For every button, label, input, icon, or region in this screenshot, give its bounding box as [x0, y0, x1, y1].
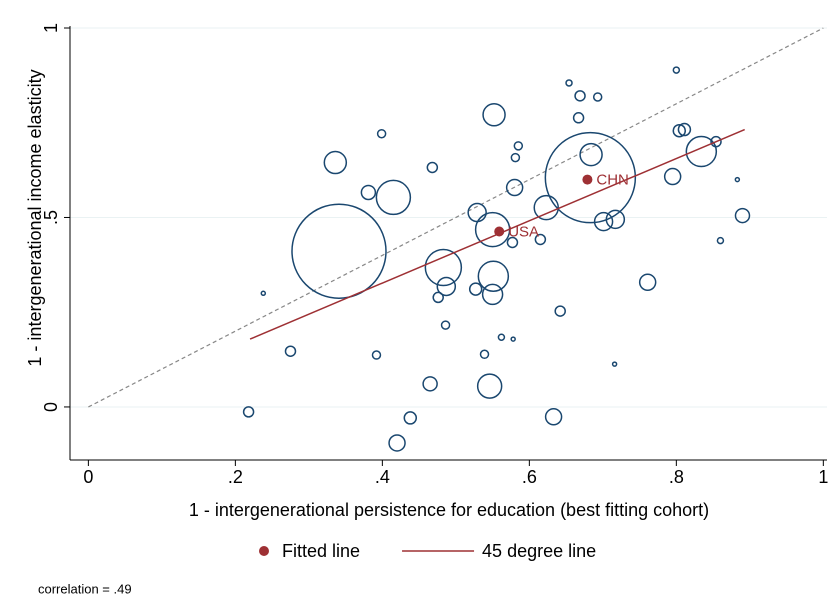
bubble — [482, 103, 506, 127]
bubble — [481, 283, 504, 306]
y-axis-label: 1 - intergenerational income elasticity — [25, 69, 45, 366]
bubble — [497, 333, 506, 341]
bubble — [505, 178, 524, 197]
bubble — [440, 320, 451, 330]
bubble — [424, 248, 463, 287]
bubble — [554, 305, 566, 317]
bubble — [734, 176, 741, 183]
bubble — [371, 350, 382, 360]
bubble — [323, 150, 348, 175]
bubble — [284, 345, 297, 357]
bubble — [544, 131, 637, 224]
bubble — [375, 179, 412, 216]
bubble — [533, 194, 559, 221]
y-tick-label: .5 — [41, 210, 61, 225]
bubble — [592, 92, 603, 102]
bubble — [579, 142, 603, 167]
bubble — [565, 79, 573, 87]
bubble — [710, 135, 722, 148]
diagonal-line — [88, 27, 824, 408]
bubble — [672, 123, 687, 138]
legend-label: Fitted line — [282, 541, 360, 561]
x-axis-label: 1 - intergenerational persistence for ed… — [189, 500, 709, 520]
bubble — [510, 336, 516, 342]
bubble — [476, 373, 503, 399]
bubble — [663, 167, 682, 186]
x-tick-label: 1 — [818, 467, 828, 487]
bubble — [360, 184, 377, 201]
bubble — [477, 260, 510, 292]
bubble — [376, 128, 387, 139]
x-tick-label: .6 — [522, 467, 537, 487]
bubble — [479, 349, 490, 360]
bubble — [611, 361, 618, 367]
bubble — [432, 291, 444, 304]
x-tick-label: 0 — [83, 467, 93, 487]
bubble — [716, 236, 725, 245]
x-tick-label: .4 — [375, 467, 390, 487]
bubble — [672, 66, 681, 74]
bubble — [436, 276, 457, 297]
bubble — [572, 112, 585, 124]
bubble — [260, 290, 267, 297]
bubble — [403, 411, 418, 425]
bubble — [467, 202, 487, 223]
x-tick-label: .8 — [669, 467, 684, 487]
bubble — [242, 406, 255, 418]
bubble — [544, 408, 563, 426]
bubble — [685, 135, 718, 168]
legend-label: 45 degree line — [482, 541, 596, 561]
annotation: correlation = .49 — [38, 581, 132, 596]
point-label: CHN — [596, 172, 629, 189]
x-tick-label: .2 — [228, 467, 243, 487]
bubble — [677, 122, 692, 137]
y-tick-label: 1 — [41, 23, 61, 33]
bubble — [506, 236, 519, 249]
bubble — [422, 376, 438, 392]
legend-symbol — [259, 546, 269, 556]
bubble — [291, 203, 387, 299]
y-tick-label: 0 — [41, 402, 61, 412]
point-label: USA — [508, 223, 539, 240]
bubble — [468, 282, 483, 296]
bubble — [534, 233, 547, 246]
bubble — [510, 152, 521, 163]
bubble — [513, 141, 524, 151]
bubble — [574, 90, 586, 102]
bubble — [593, 211, 614, 232]
highlight-point — [582, 174, 593, 185]
bubble — [605, 209, 626, 230]
bubble — [638, 273, 657, 292]
highlight-point — [494, 226, 505, 237]
bubble — [388, 434, 406, 452]
bubble — [426, 161, 439, 174]
bubble — [734, 207, 751, 224]
